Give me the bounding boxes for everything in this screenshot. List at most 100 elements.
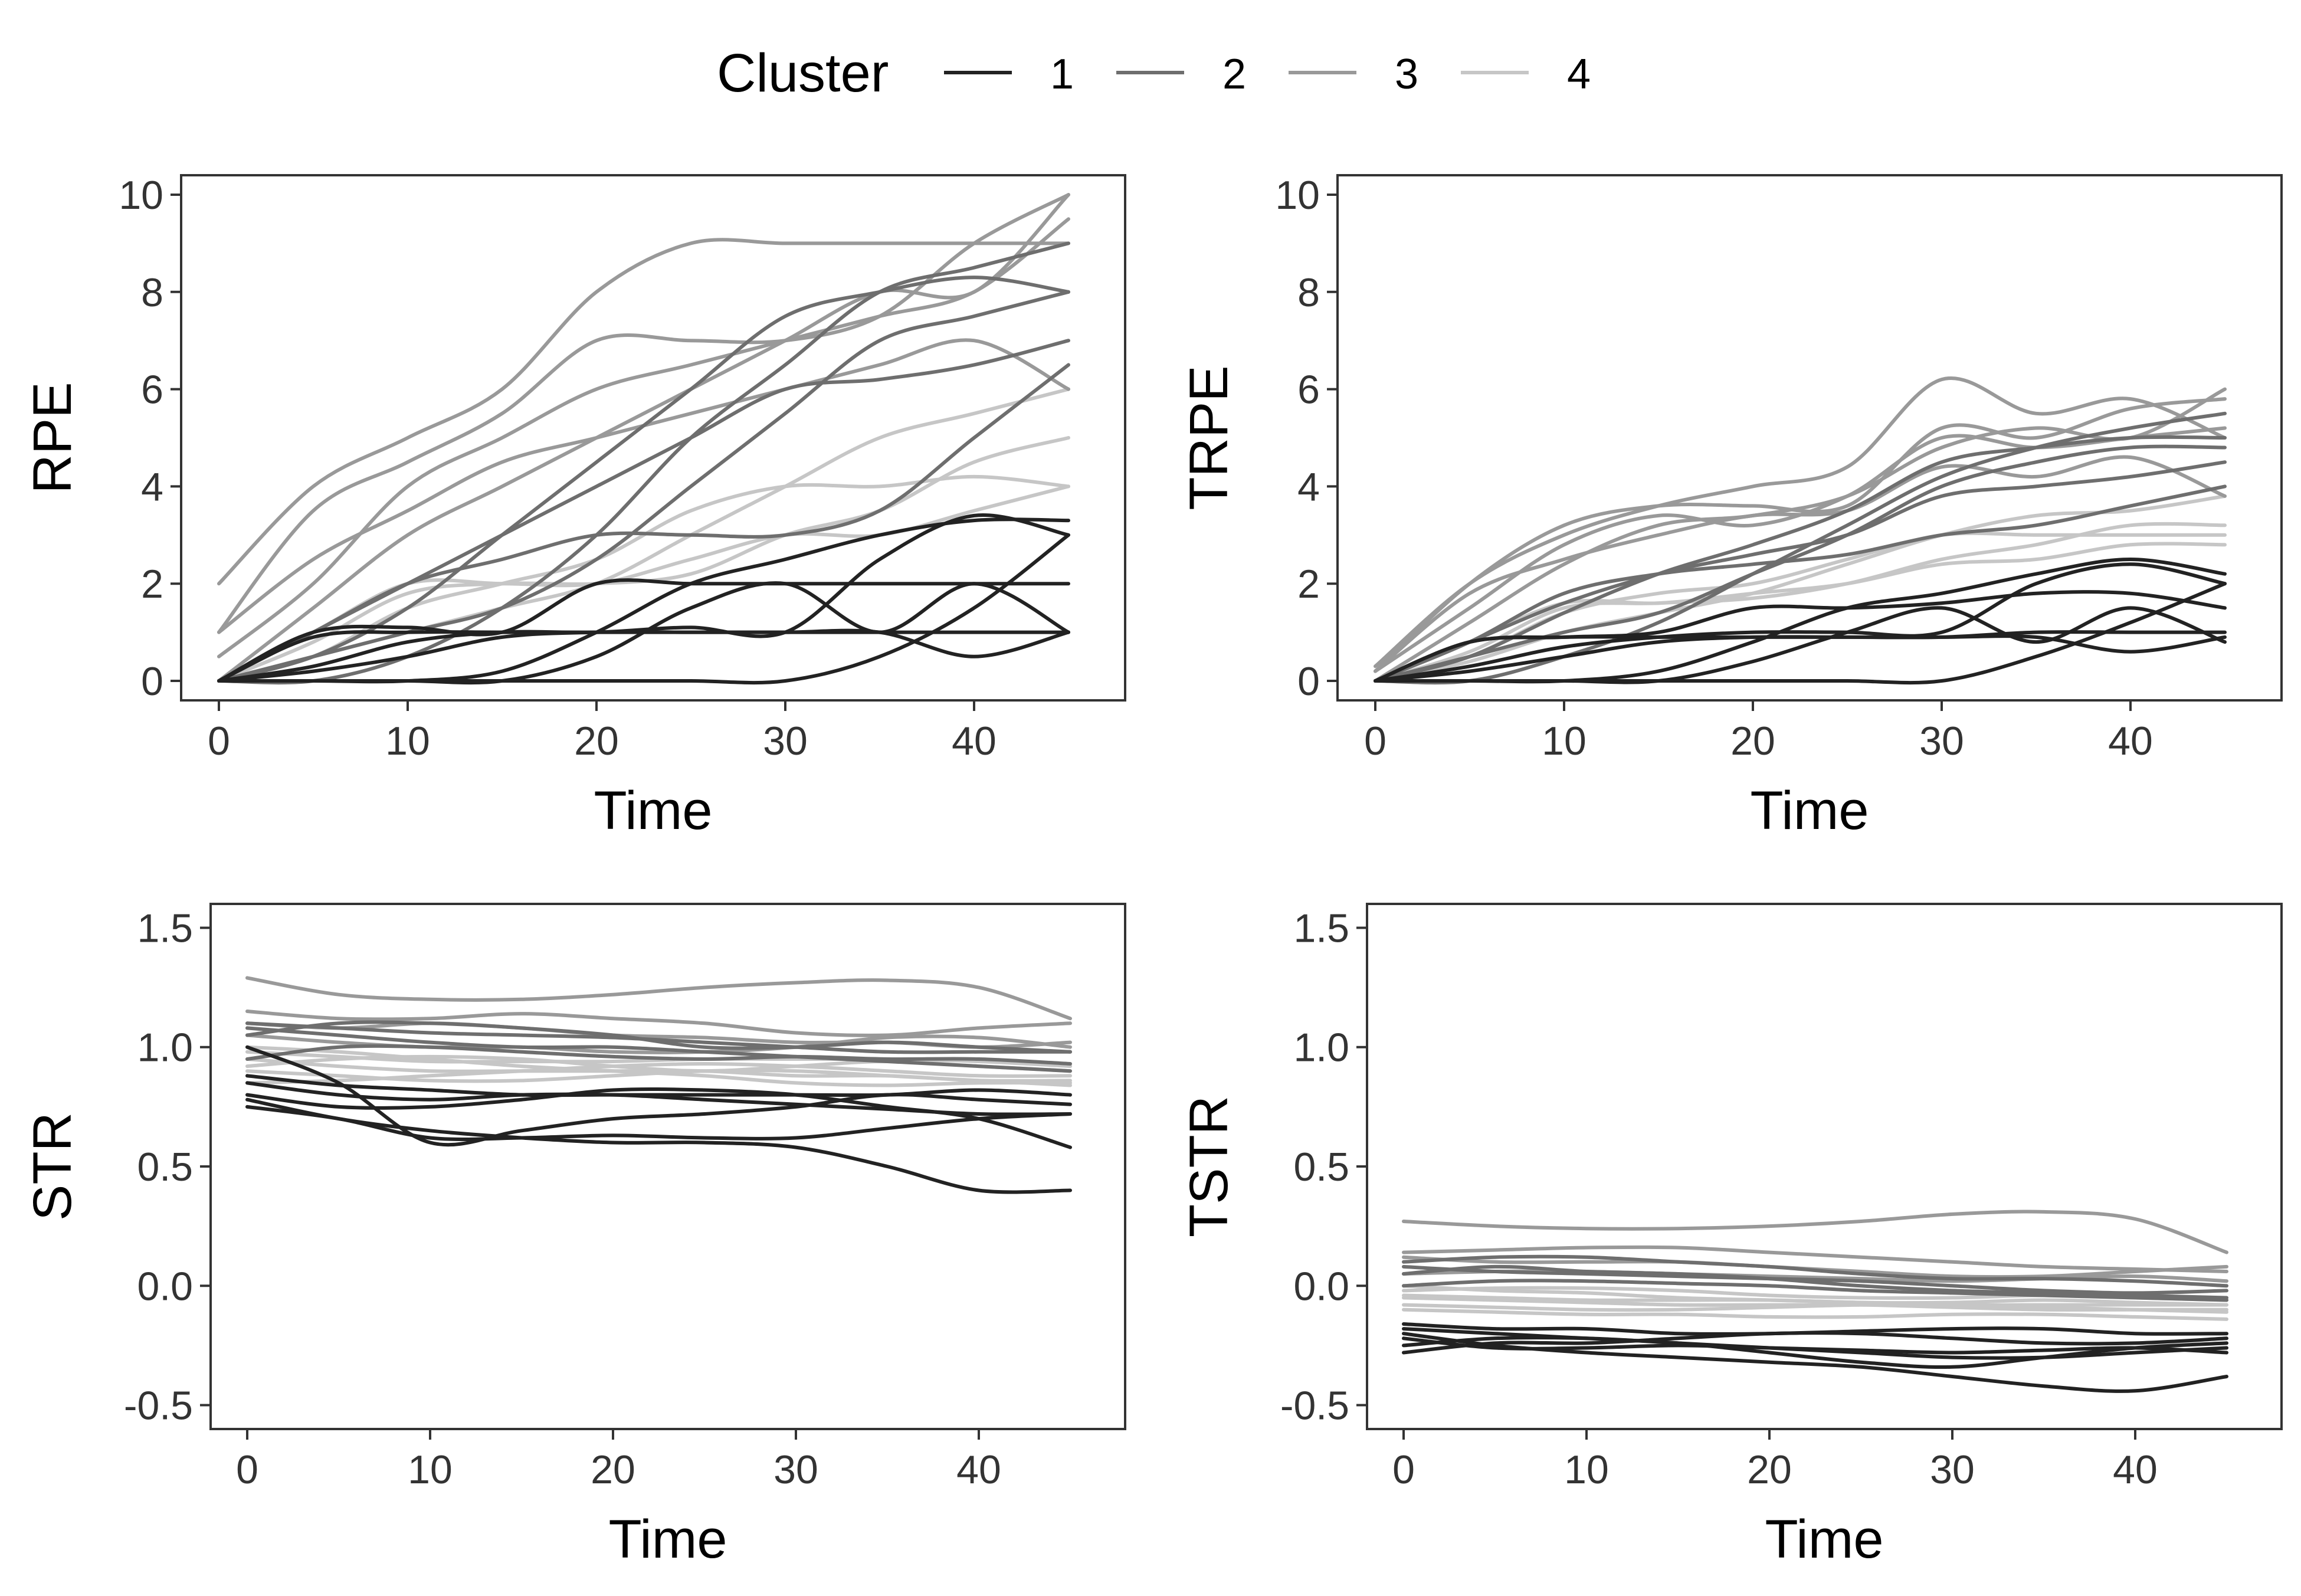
x-tick-label: 10 bbox=[1542, 719, 1587, 763]
series-line-cluster-1 bbox=[217, 581, 1070, 685]
y-tick-label: 1.0 bbox=[1293, 1025, 1349, 1070]
series-line-cluster-1 bbox=[217, 628, 1070, 683]
x-tick-label: 30 bbox=[763, 719, 808, 763]
legend: Cluster 1 2 3 4 bbox=[717, 43, 1591, 103]
x-tick-label: 0 bbox=[1392, 1447, 1415, 1492]
legend-label-2: 2 bbox=[1222, 51, 1246, 98]
series-line-cluster-1 bbox=[1402, 1322, 2228, 1336]
series-line-cluster-2 bbox=[1374, 411, 2227, 685]
series-line-cluster-4 bbox=[245, 1062, 1072, 1085]
series-line-cluster-3 bbox=[217, 193, 1070, 683]
series-line-cluster-3 bbox=[245, 1010, 1072, 1037]
panel-tstr: 0 10 20 30 40 -0.5 0.0 0.5 1.0 1.5 Time TSTR bbox=[1179, 903, 2283, 1569]
x-tick-label: 30 bbox=[773, 1447, 818, 1492]
x-tick-label: 0 bbox=[208, 719, 230, 763]
x-axis-title: Time bbox=[594, 781, 712, 841]
series-line-cluster-2 bbox=[1374, 484, 2227, 683]
legend-entry-3: 3 bbox=[1289, 51, 1418, 98]
y-axis-title: STR bbox=[22, 1112, 83, 1221]
legend-entry-2: 2 bbox=[1116, 51, 1246, 98]
legend-label-1: 1 bbox=[1050, 51, 1074, 98]
x-tick-label: 10 bbox=[385, 719, 430, 763]
series-line-cluster-3 bbox=[217, 238, 1070, 586]
series-line-cluster-1 bbox=[1374, 562, 2227, 683]
series-line-cluster-2 bbox=[1402, 1264, 2228, 1300]
series-line-cluster-2 bbox=[217, 241, 1070, 685]
y-tick-label: 0.0 bbox=[137, 1264, 193, 1309]
series-line-cluster-2 bbox=[245, 1021, 1072, 1054]
series-line-cluster-3 bbox=[1402, 1210, 2228, 1254]
series-line-cluster-3 bbox=[1374, 376, 2227, 668]
panel-rpe: 0 10 20 30 40 0 2 4 6 8 10 Time RPE bbox=[22, 173, 1126, 841]
panel-str: 0 10 20 30 40 -0.5 0.0 0.5 1.0 1.5 Time STR bbox=[22, 903, 1126, 1569]
series-line-cluster-2 bbox=[1374, 444, 2227, 683]
series-layer bbox=[245, 976, 1072, 1194]
y-tick-label: 10 bbox=[1275, 173, 1320, 218]
panel-trpe: 0 10 20 30 40 0 2 4 6 8 10 Time TRPE bbox=[1179, 173, 2283, 841]
axis-ticks: 0 10 20 30 40 0 2 4 6 8 10 bbox=[119, 173, 996, 763]
series-line-cluster-4 bbox=[1402, 1293, 2228, 1307]
x-tick-label: 30 bbox=[1919, 719, 1964, 763]
y-tick-label: 0.0 bbox=[1293, 1264, 1349, 1309]
y-tick-label: 0.5 bbox=[1293, 1145, 1349, 1189]
series-line-cluster-2 bbox=[1402, 1279, 2228, 1302]
series-line-cluster-3 bbox=[1374, 397, 2227, 673]
series-line-cluster-1 bbox=[245, 1097, 1072, 1194]
x-tick-label: 20 bbox=[1747, 1447, 1792, 1492]
y-tick-label: 10 bbox=[119, 173, 163, 218]
series-line-cluster-2 bbox=[1374, 460, 2227, 683]
series-line-cluster-4 bbox=[1402, 1307, 2228, 1321]
series-line-cluster-1 bbox=[1402, 1327, 2228, 1369]
series-line-cluster-3 bbox=[217, 338, 1070, 634]
series-line-cluster-2 bbox=[217, 290, 1070, 683]
series-line-cluster-2 bbox=[1402, 1254, 2228, 1288]
x-axis-title: Time bbox=[608, 1509, 727, 1569]
x-tick-label: 40 bbox=[2108, 719, 2153, 763]
series-line-cluster-2 bbox=[1374, 435, 2227, 683]
series-line-cluster-2 bbox=[217, 363, 1070, 683]
y-tick-label: 1.5 bbox=[1293, 906, 1349, 951]
series-line-cluster-1 bbox=[245, 1074, 1072, 1097]
axis-ticks: 0 10 20 30 40 -0.5 0.0 0.5 1.0 1.5 bbox=[1280, 906, 2158, 1492]
y-tick-label: 1.0 bbox=[137, 1025, 193, 1070]
y-tick-label: 8 bbox=[141, 270, 163, 315]
y-axis-title: TSTR bbox=[1179, 1096, 1239, 1237]
series-line-cluster-1 bbox=[1374, 606, 2227, 684]
y-tick-label: -0.5 bbox=[1280, 1384, 1349, 1428]
x-tick-label: 40 bbox=[956, 1447, 1001, 1492]
series-layer bbox=[1402, 1210, 2228, 1393]
y-tick-label: 0 bbox=[1297, 659, 1320, 704]
x-tick-label: 30 bbox=[1930, 1447, 1975, 1492]
y-tick-label: 4 bbox=[1297, 464, 1320, 509]
panel-border bbox=[180, 174, 1126, 702]
legend-label-4: 4 bbox=[1567, 51, 1591, 98]
x-tick-label: 10 bbox=[1564, 1447, 1609, 1492]
y-tick-label: 1.5 bbox=[137, 906, 193, 951]
x-tick-label: 20 bbox=[1730, 719, 1775, 763]
series-line-cluster-4 bbox=[1374, 494, 2227, 683]
x-axis-title: Time bbox=[1750, 781, 1869, 841]
x-tick-label: 20 bbox=[591, 1447, 635, 1492]
x-tick-label: 40 bbox=[2113, 1447, 2158, 1492]
axis-ticks: 0 10 20 30 40 0 2 4 6 8 10 bbox=[1275, 173, 2152, 763]
series-line-cluster-1 bbox=[1374, 590, 2227, 683]
x-tick-label: 20 bbox=[574, 719, 619, 763]
legend-title: Cluster bbox=[717, 43, 889, 103]
y-tick-label: 2 bbox=[141, 562, 163, 607]
series-line-cluster-1 bbox=[217, 578, 1070, 683]
y-tick-label: 0.5 bbox=[137, 1145, 193, 1189]
y-axis-title: RPE bbox=[22, 382, 83, 493]
x-tick-label: 0 bbox=[1364, 719, 1386, 763]
series-line-cluster-2 bbox=[245, 1044, 1072, 1066]
series-layer bbox=[217, 193, 1070, 685]
y-tick-label: 0 bbox=[141, 659, 163, 704]
series-line-cluster-3 bbox=[245, 976, 1072, 1021]
series-line-cluster-3 bbox=[1374, 455, 2227, 673]
y-tick-label: 8 bbox=[1297, 270, 1320, 315]
series-line-cluster-2 bbox=[1402, 1264, 2228, 1295]
series-line-cluster-4 bbox=[1374, 522, 2227, 683]
y-tick-label: 6 bbox=[141, 368, 163, 412]
series-line-cluster-1 bbox=[245, 1087, 1072, 1149]
